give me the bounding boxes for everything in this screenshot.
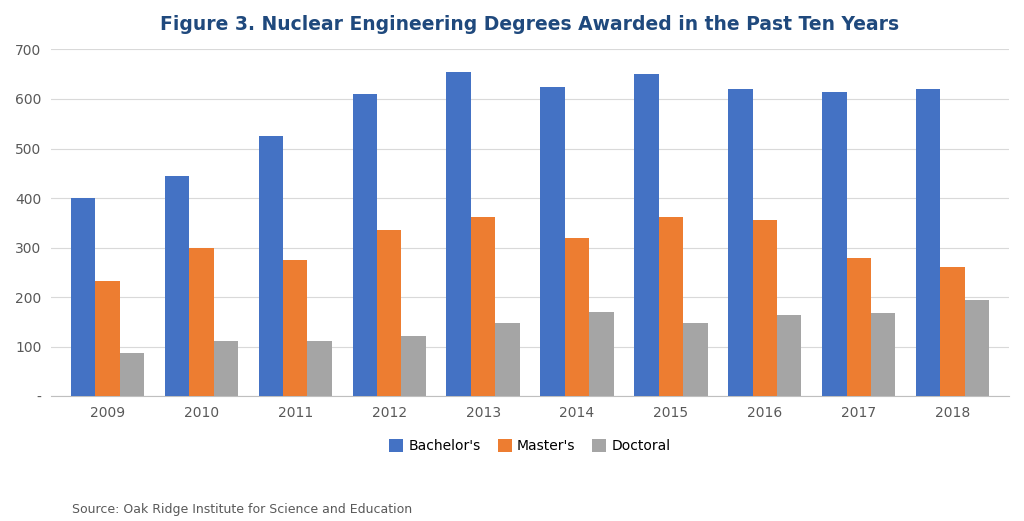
Bar xyxy=(871,313,895,396)
Bar xyxy=(589,312,613,396)
Bar xyxy=(728,89,753,396)
Bar xyxy=(471,217,496,396)
Text: Source: Oak Ridge Institute for Science and Education: Source: Oak Ridge Institute for Science … xyxy=(72,503,412,516)
Bar xyxy=(916,89,940,396)
Bar xyxy=(634,74,658,396)
Bar xyxy=(189,247,214,396)
Bar xyxy=(541,86,565,396)
Bar xyxy=(401,336,426,396)
Bar xyxy=(965,300,989,396)
Bar xyxy=(658,217,683,396)
Bar xyxy=(777,316,802,396)
Bar xyxy=(95,281,120,396)
Bar xyxy=(352,94,377,396)
Bar xyxy=(214,341,238,396)
Bar xyxy=(307,341,332,396)
Bar xyxy=(940,267,965,396)
Bar xyxy=(683,323,708,396)
Bar xyxy=(120,353,144,396)
Title: Figure 3. Nuclear Engineering Degrees Awarded in the Past Ten Years: Figure 3. Nuclear Engineering Degrees Aw… xyxy=(161,15,900,34)
Bar xyxy=(165,176,189,396)
Bar xyxy=(753,220,777,396)
Bar xyxy=(847,257,871,396)
Bar xyxy=(446,72,471,396)
Bar xyxy=(377,230,401,396)
Bar xyxy=(283,260,307,396)
Bar xyxy=(496,323,520,396)
Legend: Bachelor's, Master's, Doctoral: Bachelor's, Master's, Doctoral xyxy=(384,433,677,458)
Bar xyxy=(259,136,283,396)
Bar xyxy=(822,92,847,396)
Bar xyxy=(565,238,589,396)
Bar xyxy=(71,198,95,396)
